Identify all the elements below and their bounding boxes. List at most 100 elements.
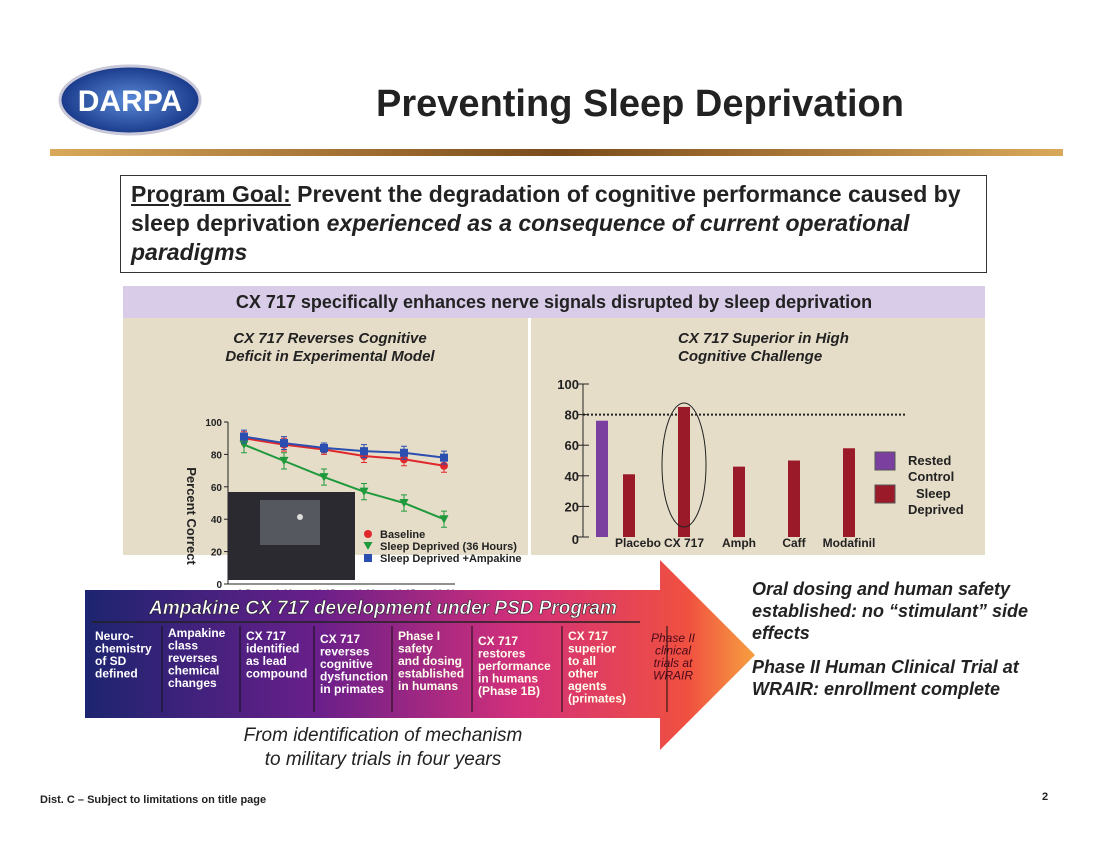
line [243,435,445,459]
line [243,443,445,521]
stage: superior [568,642,616,656]
goal-text: Prevent the degradation of cognitive per… [131,181,961,236]
legend-label: Rested Control [908,453,954,484]
point [359,487,369,497]
legend-swatch [874,484,896,504]
stage: class [168,639,198,653]
banner: CX 717 specifically enhances nerve signa… [236,292,872,312]
rule [50,149,1063,156]
legend-label: Sleep Deprived [908,486,964,517]
point [280,439,288,448]
y-tick-label: 0 [572,532,579,547]
y-tick-label: 60 [565,438,579,453]
stage: to all [568,654,596,668]
y-tick-label: 100 [205,418,222,429]
stage: CX 717 [246,629,286,643]
bar [678,406,690,537]
stage: CX 717 [320,632,360,646]
stage: defined [95,667,138,681]
y-tick-label: 100 [557,377,579,392]
photo-detail [297,514,303,520]
y-tick-label: 40 [211,515,223,526]
point [439,515,449,524]
logo-text: DARPA [78,85,182,118]
y-tick-label: 60 [211,483,223,494]
y-tick-label: 80 [565,408,579,423]
chart-title: CX 717 Reverses Cognitive [233,330,426,347]
note: Phase II Human Clinical Trial at WRAIR: … [752,657,1019,699]
goal-label: Program Goal: [131,181,291,207]
banner-bg [123,286,985,318]
arrow [85,560,755,750]
legend-label: Sleep Deprived (36 Hours) [380,541,517,553]
arrow-title: Ampakine CX 717 development under PSD Pr… [148,598,617,619]
stage: Neuro- [95,629,134,643]
point [319,473,329,482]
x-tick-label: Amph [722,536,756,550]
stage: performance [478,659,551,673]
chart-title: Deficit in Experimental Model [225,348,435,365]
legend-marker [363,542,373,550]
point [399,499,409,508]
stage: WRAIR [653,669,693,683]
point [240,432,248,441]
stage: identified [246,642,299,656]
stage: trials at [654,656,693,670]
notes: Oral dosing and human safety established… [752,578,1042,712]
point [320,443,328,452]
caption: to military trials in four years [265,749,502,770]
stage: other [568,667,598,681]
point [360,447,368,456]
legend-label: Sleep Deprived +Ampakine [380,553,522,565]
stage: CX 717 [568,629,608,643]
bar [788,460,800,537]
bar [596,420,608,537]
photo-detail [260,500,320,545]
stage: reverses [168,651,218,665]
stage: (Phase 1B) [478,684,540,698]
stage: Phase II [651,631,696,645]
x-tick-label: Modafinil [823,536,876,550]
stage: chemistry [95,642,152,656]
note: Oral dosing and human safety established… [752,579,1029,643]
title: Preventing Sleep Deprivation [376,83,904,125]
legend-marker [364,554,372,562]
legend-label: Baseline [380,529,425,541]
logo [58,64,202,136]
stage: compound [246,667,307,681]
y-tick-label: 20 [211,548,223,559]
bar [623,474,635,537]
stage: restores [478,647,526,661]
line [243,437,445,467]
y-tick-label: 0 [216,580,222,591]
stage: established [398,667,464,681]
chart-title: Cognitive Challenge [678,348,822,365]
highlight [661,402,707,528]
stage: safety [398,642,433,656]
stage: reverses [320,645,370,659]
stage: dysfunction [320,670,388,684]
stage: and dosing [398,654,462,668]
stage: clinical [655,644,691,658]
point [279,456,289,466]
caption: From identification of mechanism [244,725,523,746]
footer: Dist. C – Subject to limitations on titl… [40,794,266,806]
page-number: 2 [1042,791,1048,803]
x-tick-label: CX 717 [664,536,704,550]
goal: Program Goal: Prevent the degradation of… [120,175,987,273]
stage: Ampakine [168,626,226,640]
bar [733,466,745,537]
legend-swatch [874,451,896,471]
legend-marker [364,530,372,538]
point [400,448,408,457]
stage: (primates) [568,692,626,706]
goal-emphasis: experienced as a consequence of current … [131,210,910,265]
y-tick-label: 80 [211,450,223,461]
y-tick-label: 40 [565,469,579,484]
stage: CX 717 [478,634,518,648]
stage: chemical [168,664,219,678]
stage: in primates [320,682,384,696]
bar [843,448,855,537]
